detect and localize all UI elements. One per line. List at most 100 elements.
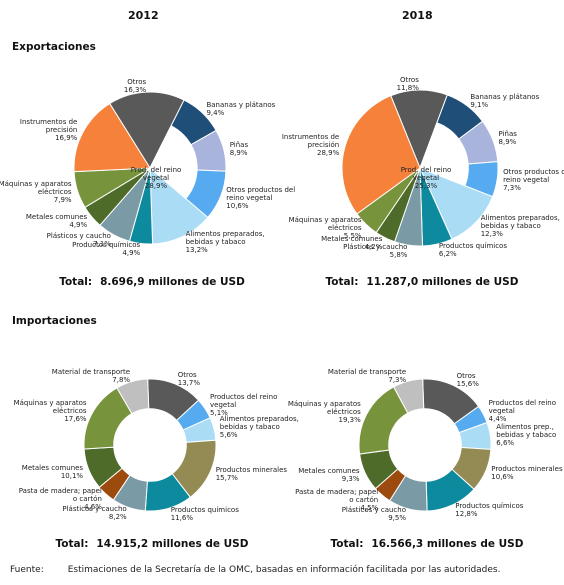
inner-name: Prod. del reino vegetal <box>130 166 182 182</box>
slice-label: Piñas 8,9% <box>499 130 564 146</box>
category-name: Productos del reino vegetal <box>488 399 557 416</box>
value-label: 12,8% <box>455 510 478 519</box>
slice-label: Metales comunes 4,9% <box>1 213 87 229</box>
slice-label: Material de transporte 7,3% <box>320 368 406 384</box>
slice <box>341 95 421 215</box>
slice-label: Metales comunes 10,1% <box>0 464 83 480</box>
slice-label: Productos químicos 11,6% <box>171 506 257 522</box>
value-label: 16,9% <box>55 133 78 142</box>
value-label: 8,2% <box>108 513 127 522</box>
category-name: Productos minerales <box>491 465 563 474</box>
total: Total: 14.915,2 millones de USD <box>56 538 249 550</box>
value-label: 11,8% <box>396 84 419 92</box>
slice-label: Metales comunes 4,2% <box>296 235 382 251</box>
slice-label: Máquinas y aparatos eléctricos 5,5% <box>276 216 362 240</box>
value-label: 4,4% <box>488 415 507 424</box>
category-name: Productos químicos <box>72 241 141 250</box>
slice-label: Otros 13,7% <box>178 371 264 387</box>
value-label: 4,6% <box>84 502 102 511</box>
source-text: Estimaciones de la Secretaría de la OMC,… <box>67 565 501 575</box>
slice-label: Otros productos del reino vegetal 10,6% <box>226 186 312 210</box>
slice-label: Productos minerales 10,6% <box>491 465 564 481</box>
category-name: Alimentos prep., bebidas y tabaco <box>496 422 557 439</box>
source-label: Fuente: <box>10 565 44 575</box>
value-label: 13,2% <box>185 245 208 254</box>
inner-name: Prod. del reino vegetal <box>400 166 452 182</box>
slice <box>393 378 425 414</box>
slice-label: Otros 15,6% <box>457 372 543 388</box>
category-name: Plásticos y caucho <box>62 505 127 514</box>
category-name: Otros <box>127 78 147 87</box>
value-label: 28,9% <box>316 148 340 157</box>
value-label: 7,9% <box>53 195 72 204</box>
inner-label: Prod. del reino vegetal 28,9% <box>126 166 186 190</box>
value-label: 15,6% <box>456 380 479 389</box>
total-label: Total: <box>55 538 89 550</box>
total: Total: 11.287,0 millones de USD <box>326 276 519 288</box>
value-label: 8,9% <box>229 148 248 157</box>
slice-label: Material de transporte 7,8% <box>44 368 130 384</box>
slice-label: Plásticos y caucho 7,1% <box>25 232 111 248</box>
slice-label: Productos del reino vegetal 5,1% <box>210 393 296 417</box>
category-name: Metales comunes <box>25 212 88 221</box>
slice-label: Instrumentos de precisión 28,9% <box>253 133 339 157</box>
slice-label: Plásticos y caucho 9,5% <box>320 506 406 522</box>
value-label: 6,2% <box>438 249 457 258</box>
slice-label: Bananas y plátanos 9,1% <box>470 93 556 109</box>
slice-label: Otros 16,3% <box>60 78 146 94</box>
total: Total: 8.696,9 millones de USD <box>59 276 245 288</box>
category-name: Piñas <box>498 130 517 139</box>
value-label: 5,1% <box>210 409 228 418</box>
value-label: 7,8% <box>112 375 131 384</box>
value-label: 6,6% <box>496 438 515 447</box>
value-label: 12,3% <box>480 230 503 239</box>
category-name: Productos del reino vegetal <box>210 393 278 410</box>
category-name: Plásticos y caucho <box>46 232 111 241</box>
category-name: Material de transporte <box>51 367 131 376</box>
slice-label: Pasta de madera; papel o cartón 4,5% <box>292 488 378 512</box>
slice <box>149 166 209 245</box>
value-label: 10,6% <box>491 473 514 482</box>
value-label: 13,7% <box>177 378 200 387</box>
category-name: Metales comunes <box>298 466 360 475</box>
slice-label: Productos químicos 12,8% <box>455 502 541 518</box>
slice-label: Alimentos preparados, bebidas y tabaco 12… <box>481 214 564 238</box>
slice-label: Piñas 8,9% <box>230 141 316 157</box>
category-name: Pasta de madera; papel o cartón <box>295 487 379 504</box>
category-name: Metales comunes <box>21 463 84 472</box>
slice-label: Instrumentos de precisión 16,9% <box>0 118 77 142</box>
category-name: Instrumentos de precisión <box>281 132 340 149</box>
inner-label: Prod. del reino vegetal 25,3% <box>396 166 456 190</box>
value-label: 11,6% <box>170 513 193 522</box>
slice-label: Alimentos preparados, bebidas y tabaco 5,… <box>220 415 306 439</box>
slice-label: Plásticos y caucho 8,2% <box>41 505 127 522</box>
inner-value: 25,3% <box>414 182 438 190</box>
slice <box>419 167 494 240</box>
total-value: 14.915,2 millones de USD <box>96 538 249 550</box>
category-name: Plásticos y caucho <box>341 506 406 515</box>
category-name: Máquinas y aparatos eléctricos <box>0 179 72 196</box>
category-name: Bananas y plátanos <box>470 92 540 101</box>
category-name: Otros <box>456 372 476 381</box>
category-name: Bananas y plátanos <box>206 100 276 109</box>
category-name: Alimentos preparados, bebidas y tabaco <box>219 415 299 432</box>
value-label: 7,3% <box>388 375 407 384</box>
section-title: Exportaciones <box>12 41 96 53</box>
value-label: 5,6% <box>219 431 238 440</box>
category-name: Metales comunes <box>321 235 383 244</box>
inner-slice <box>149 125 198 200</box>
slice-label: Pasta de madera; papel o cartón 4,6% <box>16 487 102 511</box>
value-label: 4,9% <box>122 249 141 258</box>
category-name: Alimentos preparados, bebidas y tabaco <box>185 229 265 246</box>
value-label: 9,5% <box>388 514 406 523</box>
category-name: Productos químicos <box>455 502 524 511</box>
category-name: Plásticos y caucho <box>343 243 408 252</box>
category-name: Máquinas y aparatos eléctricos <box>287 400 361 417</box>
value-label: 9,3% <box>341 474 360 483</box>
inner-slice <box>419 122 469 187</box>
slice-label: Alimentos preparados, bebidas y tabaco 13… <box>186 230 272 254</box>
value-label: 5,8% <box>389 251 408 260</box>
slice <box>73 102 151 173</box>
category-name: Máquinas y aparatos eléctricos <box>288 216 362 233</box>
